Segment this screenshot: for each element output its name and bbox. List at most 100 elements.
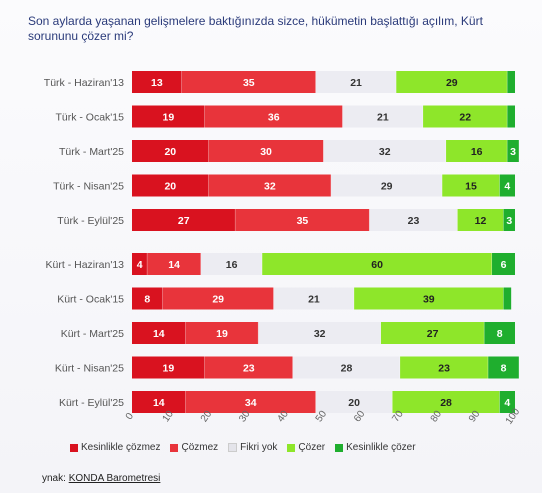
bar-segment-kesinlikle-cozer xyxy=(499,174,515,197)
data-label-cozer: 60 xyxy=(371,259,383,271)
bar-segment-cozer xyxy=(392,391,500,413)
data-label-kesinlikle-cozmez: 19 xyxy=(163,363,175,375)
bar-segment-kesinlikle-cozer xyxy=(507,71,515,93)
data-label-kesinlikle-cozmez: 13 xyxy=(151,77,163,89)
data-label-kesinlikle-cozer: 8 xyxy=(497,328,503,340)
data-label-fikri-yok: 16 xyxy=(226,259,238,271)
bar-row: Kürt - Ocak'15 8 29 21 39 xyxy=(57,287,512,310)
bar-row: Türk - Haziran'13 13 35 21 29 xyxy=(44,71,515,93)
bar-segment-kesinlikle-cozmez xyxy=(132,391,186,413)
bar-segment-cozmez xyxy=(181,71,316,93)
bar-row: Kürt - Haziran'13 4 14 16 60 6 xyxy=(46,253,515,275)
legend-item-cozer: Çözer xyxy=(287,442,325,453)
bar-segment-cozmez xyxy=(208,140,324,162)
row-label: Kürt - Ocak'15 xyxy=(57,294,124,306)
legend-label-cozer: Çözer xyxy=(298,442,326,453)
bar-segment-cozer xyxy=(396,71,508,93)
data-label-cozmez: 36 xyxy=(268,112,280,124)
data-label-kesinlikle-cozer: 4 xyxy=(504,181,510,193)
data-label-fikri-yok: 23 xyxy=(408,215,420,227)
data-label-cozmez: 32 xyxy=(264,181,276,193)
x-tick-label: 0 xyxy=(124,411,136,422)
bar-segment-cozer xyxy=(457,209,504,231)
legend-swatch-fikri-yok xyxy=(228,443,238,452)
bar-segment-fikri-yok xyxy=(200,253,263,275)
bar-segment-fikri-yok xyxy=(292,356,401,379)
legend-swatch-kesinlikle-cozmez xyxy=(70,443,78,452)
bar-segment-kesinlikle-cozmez xyxy=(132,105,205,128)
data-label-cozmez: 23 xyxy=(243,363,255,375)
data-label-fikri-yok: 32 xyxy=(379,146,391,158)
data-label-cozer: 29 xyxy=(446,77,458,89)
data-label-kesinlikle-cozmez: 14 xyxy=(153,397,165,409)
bar-segment-cozer xyxy=(442,174,500,197)
source-note: ynak: KONDA Barometresi xyxy=(42,473,160,484)
row-label: Kürt - Nisan'25 xyxy=(55,363,124,375)
row-label: Türk - Haziran'13 xyxy=(44,77,124,89)
bar-segment-kesinlikle-cozmez xyxy=(132,71,182,93)
legend-swatch-cozmez xyxy=(170,443,179,452)
legend-label-kesinlikle-cozer: Kesinlikle çözer xyxy=(346,442,416,453)
data-label-cozer: 16 xyxy=(471,146,483,158)
data-label-fikri-yok: 32 xyxy=(314,328,326,340)
bar-segment-cozer xyxy=(400,356,489,379)
bar-segment-fikri-yok xyxy=(369,209,458,231)
bar-segment-cozer xyxy=(380,322,485,344)
row-label: Türk - Nisan'25 xyxy=(53,181,124,193)
data-label-cozer: 12 xyxy=(475,215,487,227)
bar-segment-kesinlikle-cozmez xyxy=(132,253,148,275)
bar-segment-fikri-yok xyxy=(342,105,424,128)
data-label-cozer: 22 xyxy=(459,112,471,124)
data-label-cozer: 39 xyxy=(423,294,435,306)
bar-segment-cozmez xyxy=(185,391,316,413)
bar-segment-fikri-yok xyxy=(273,287,355,310)
bar-segment-cozmez xyxy=(204,105,343,128)
data-label-fikri-yok: 28 xyxy=(341,363,353,375)
data-label-cozer: 28 xyxy=(440,397,452,409)
bar-segment-cozmez xyxy=(162,287,274,310)
row-label: Kürt - Mart'25 xyxy=(61,328,124,340)
data-label-cozer: 27 xyxy=(427,328,439,340)
data-label-fikri-yok: 21 xyxy=(308,294,320,306)
bar-segment-kesinlikle-cozer xyxy=(503,287,512,310)
row-label: Kürt - Eylül'25 xyxy=(59,397,124,409)
data-label-kesinlikle-cozmez: 27 xyxy=(178,215,190,227)
bar-segment-cozer xyxy=(446,140,508,162)
data-label-cozmez: 29 xyxy=(212,294,224,306)
data-label-fikri-yok: 21 xyxy=(350,77,362,89)
bar-row: Türk - Eylül'25 27 35 23 12 3 xyxy=(57,209,515,231)
legend-label-fikri-yok: Fikri yok xyxy=(240,442,278,453)
data-label-cozmez: 14 xyxy=(168,259,180,271)
data-label-cozer: 23 xyxy=(438,363,450,375)
bar-segment-fikri-yok xyxy=(315,71,397,93)
legend-item-fikri-yok: Fikri yok xyxy=(228,442,277,453)
legend-item-kesinlikle-cozmez: Kesinlikle çözmez xyxy=(70,442,160,453)
data-label-kesinlikle-cozer: 8 xyxy=(501,363,507,375)
data-label-kesinlikle-cozmez: 20 xyxy=(164,181,176,193)
row-label: Türk - Ocak'15 xyxy=(55,112,124,124)
bar-row: Kürt - Nisan'25 19 23 28 23 8 xyxy=(55,356,519,379)
bar-segment-cozmez xyxy=(185,322,259,344)
bar-segment-kesinlikle-cozmez xyxy=(132,209,236,231)
bar-segment-fikri-yok xyxy=(323,140,447,162)
bar-segment-kesinlikle-cozmez xyxy=(132,174,209,197)
bar-segment-kesinlikle-cozer xyxy=(492,253,515,275)
legend-label-kesinlikle-cozmez: Kesinlikle çözmez xyxy=(81,442,161,453)
source-name: KONDA Barometresi xyxy=(68,473,161,484)
legend-label-cozmez: Çözmez xyxy=(181,442,219,453)
bar-segment-fikri-yok xyxy=(315,391,393,413)
bar-segment-kesinlikle-cozer xyxy=(507,140,519,162)
data-label-kesinlikle-cozer: 3 xyxy=(510,146,516,158)
data-label-cozmez: 19 xyxy=(216,328,228,340)
chart-legend: Kesinlikle çözmez Çözmez Fikri yok Çözer… xyxy=(70,442,416,453)
chart-title: Son aylarda yaşanan gelişmelere baktığın… xyxy=(28,14,483,43)
row-label: Türk - Mart'25 xyxy=(59,146,124,158)
data-label-kesinlikle-cozer: 3 xyxy=(506,215,512,227)
bar-row: Türk - Mart'25 20 30 32 16 3 xyxy=(59,140,519,162)
data-label-kesinlikle-cozmez: 8 xyxy=(144,294,150,306)
data-label-kesinlikle-cozmez: 4 xyxy=(137,259,143,271)
bar-segment-cozmez xyxy=(204,356,293,379)
legend-item-kesinlikle-cozer: Kesinlikle çözer xyxy=(335,442,416,453)
data-label-fikri-yok: 21 xyxy=(377,112,389,124)
